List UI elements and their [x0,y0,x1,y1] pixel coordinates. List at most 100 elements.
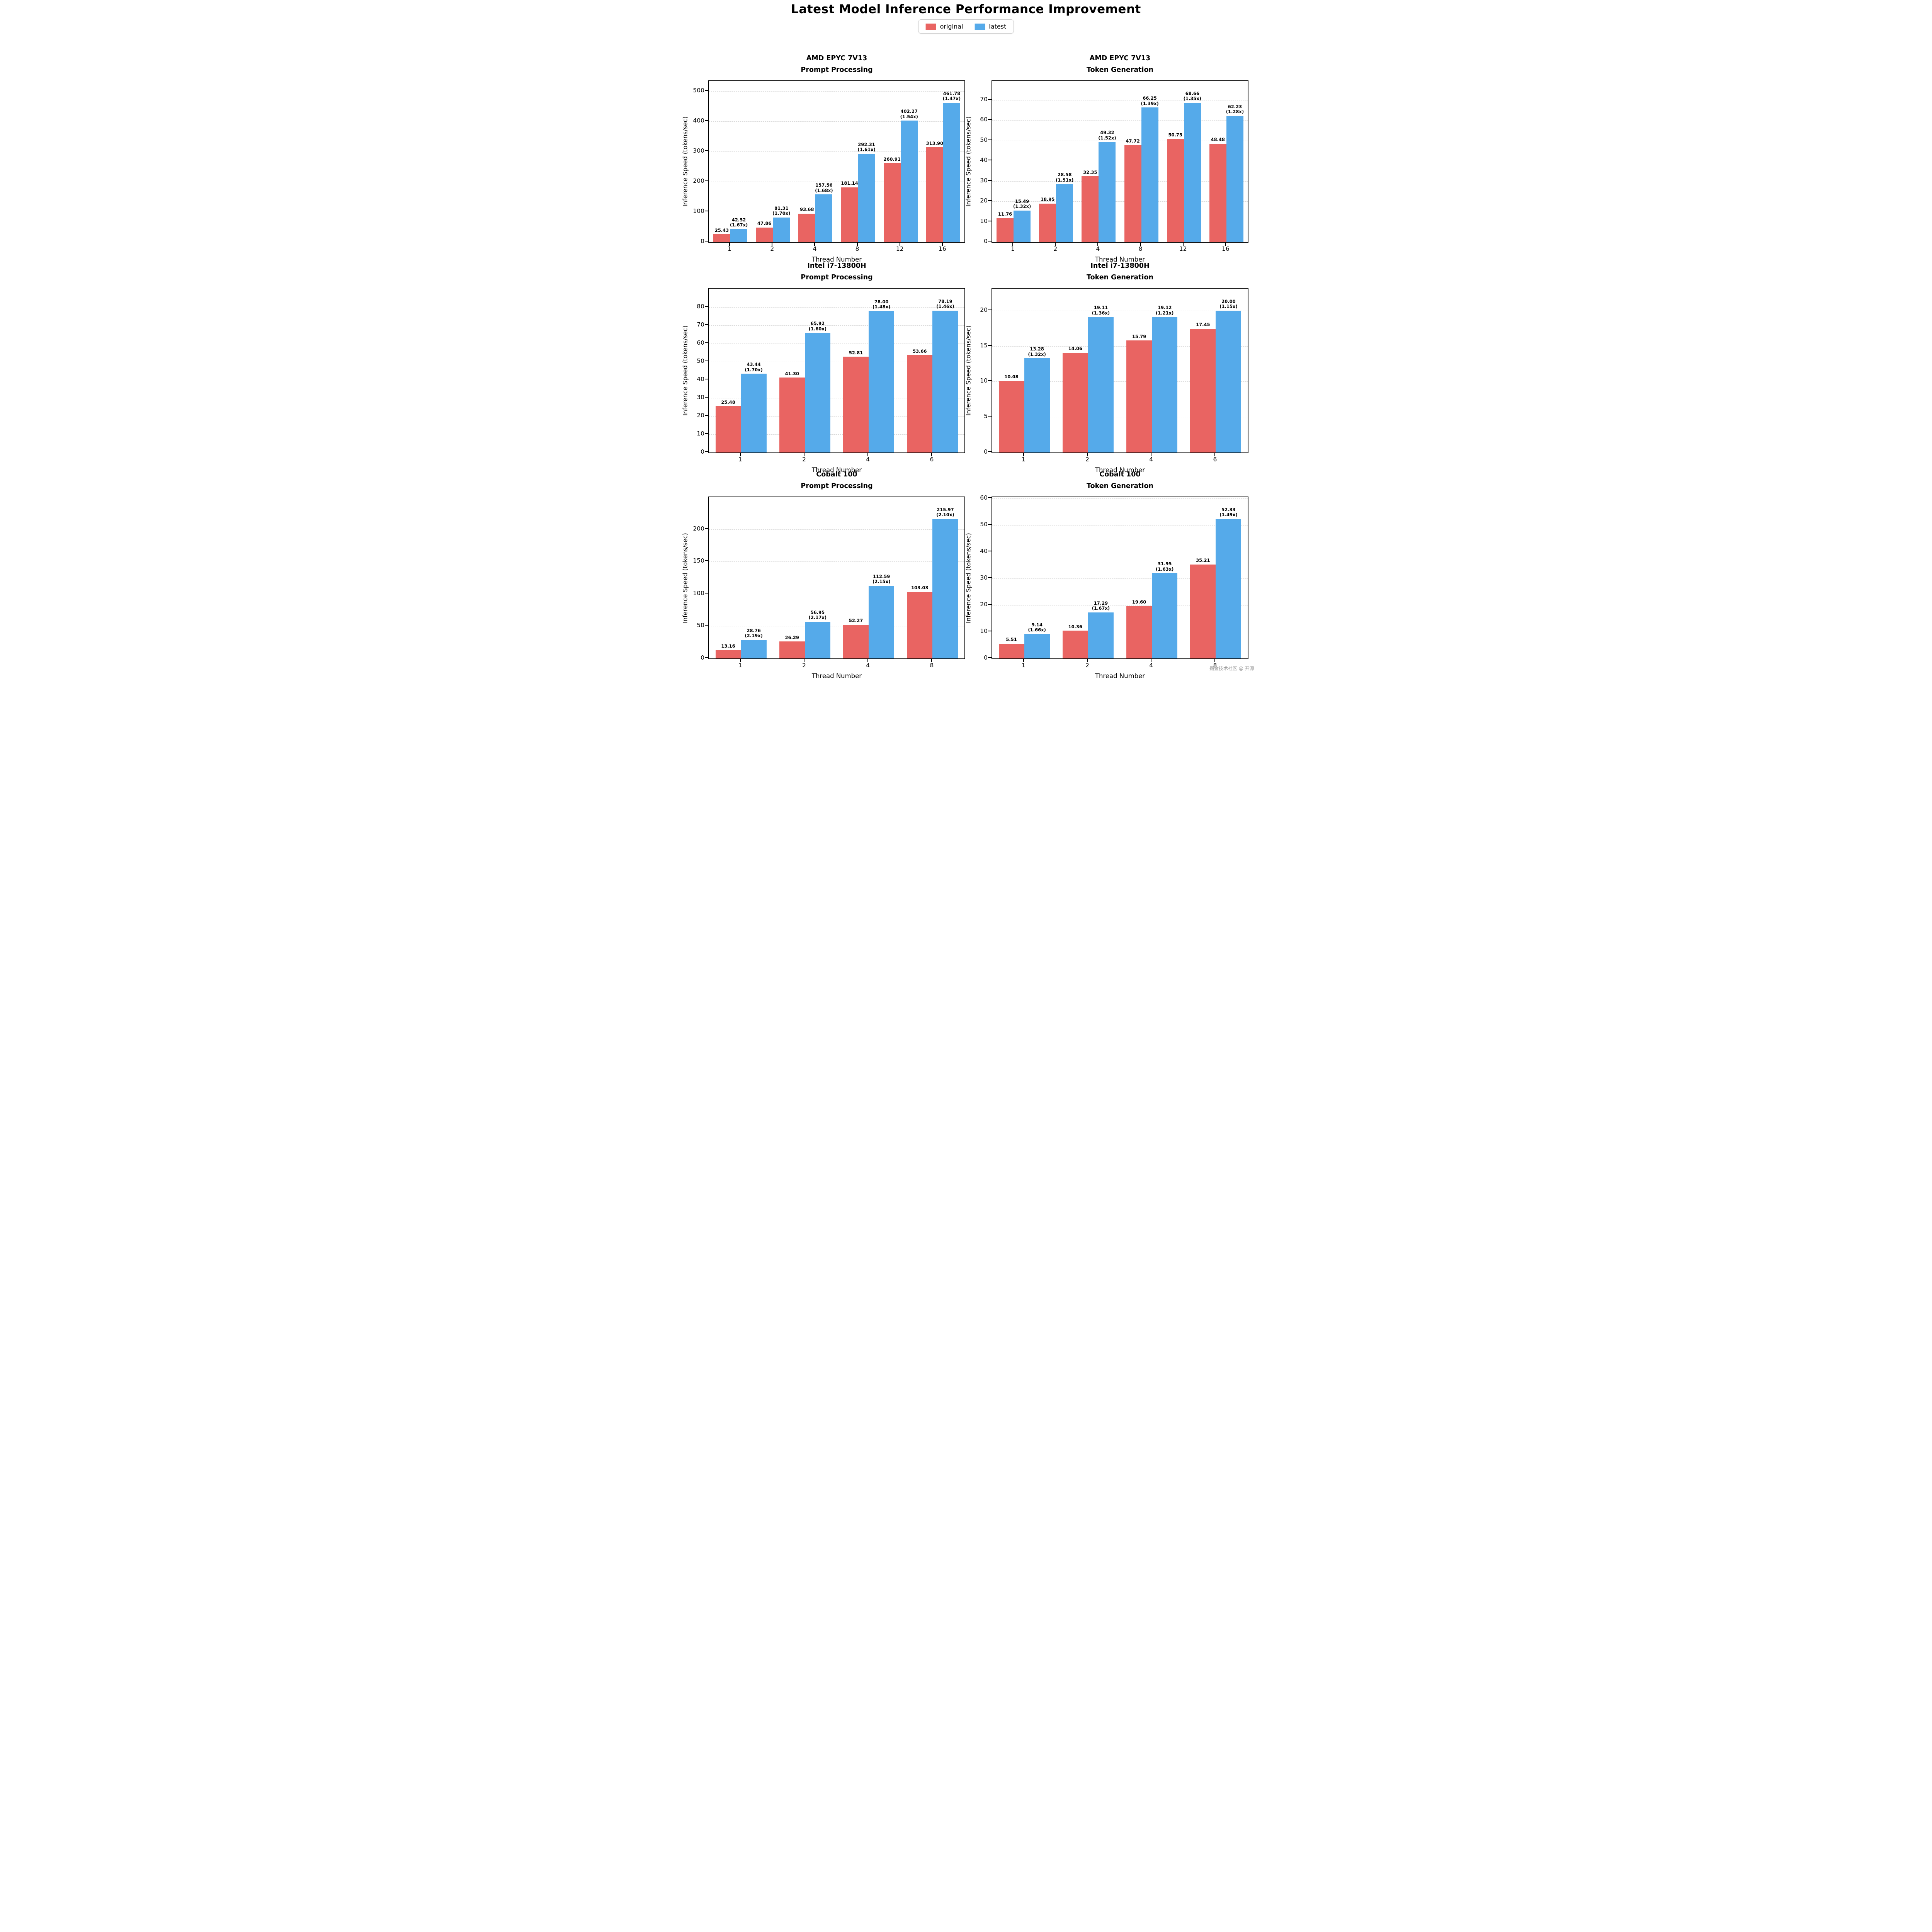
bar-value: 56.95 [810,609,825,615]
y-axis-label: Inference Speed (tokens/sec) [681,325,689,416]
x-tick-label: 8 [1213,662,1217,669]
y-tick-mark [988,119,992,120]
watermark: 掘金技术社区 @ 开源之眼 [1209,666,1254,671]
bar-value: 52.81 [849,350,863,355]
bar-value-label: 10.36 [1068,624,1082,630]
x-tick-mark [1214,659,1216,662]
bar-value-label: 19.11 (1.36x) [1092,305,1110,316]
gridline [992,525,1248,526]
bar-value-label: 17.29 (1.67x) [1092,600,1110,611]
bar-original [1190,564,1216,658]
bar-value-label: 93.68 [800,207,814,213]
y-tick-label: 5 [984,413,988,420]
bar-value: 103.03 [911,585,929,591]
bar-value: 50.75 [1168,132,1182,138]
y-tick-label: 10 [980,377,988,384]
bar-speedup: (1.70x) [772,211,791,216]
y-tick-label: 400 [693,117,704,124]
bar-value: 13.28 [1030,346,1044,352]
chart-title: Cobalt 100 Token Generation [1087,469,1153,492]
y-tick-label: 20 [980,197,988,204]
y-tick-label: 10 [980,627,988,634]
x-tick-label: 2 [1085,456,1089,463]
bar-value-label: 15.49 (1.32x) [1013,199,1031,209]
bar-original [1124,145,1141,242]
x-tick-mark [942,243,943,246]
legend-swatch-original-icon [925,23,936,30]
chart-title: Cobalt 100 Prompt Processing [801,469,872,492]
x-tick-label: 6 [1213,456,1217,463]
x-tick-label: 1 [1011,245,1015,252]
bar-speedup: (1.66x) [1028,627,1046,633]
y-axis-label: Inference Speed (tokens/sec) [964,116,972,207]
y-tick-label: 150 [693,557,704,565]
bar-value-label: 13.16 [721,643,735,649]
chart-title: AMD EPYC 7V13 Token Generation [1087,53,1153,76]
bar-value-label: 35.21 [1196,558,1210,563]
bar-original [998,643,1024,658]
plot-area: 25.48 43.44 (1.70x) 41.30 65.92 (1.60x) 52.81 7… [708,288,965,453]
y-tick-label: 60 [697,339,704,347]
bar-value-label: 41.30 [785,371,799,377]
bar-value-label: 9.14 (1.66x) [1028,622,1046,633]
x-tick-mark [1087,453,1088,456]
bar-value-label: 260.91 [884,156,901,162]
bar-value: 13.16 [721,643,735,649]
bar-value-label: 14.06 [1068,346,1082,352]
bar-speedup: (1.67x) [730,222,748,228]
bar-speedup: (1.48x) [872,304,891,310]
x-tick-mark [1140,243,1141,246]
y-tick-mark [705,120,708,121]
bar-value: 10.36 [1068,624,1083,629]
chart-title-line1: Cobalt 100 [816,471,857,478]
bar-speedup: (2.17x) [808,615,827,621]
bar-value-label: 42.52 (1.67x) [730,217,748,228]
y-tick-mark [988,416,992,417]
page-title: Latest Model Inference Performance Impro… [791,2,1141,16]
bar-original [1039,203,1056,242]
bar-speedup: (2.19x) [745,633,763,639]
bar-original [1082,176,1099,242]
x-tick-label: 4 [1149,662,1153,669]
gridline [992,381,1248,382]
bar-value: 157.56 [815,182,833,188]
y-tick-label: 40 [980,547,988,554]
bar-value: 35.21 [1196,558,1210,563]
legend: original latest [918,19,1014,34]
x-tick-mark [867,453,869,456]
bar-original [907,355,933,452]
x-axis-label: Thread Number [1095,466,1145,474]
legend-label-latest: latest [989,23,1007,30]
x-tick-label: 2 [802,456,806,463]
y-tick-mark [988,99,992,100]
bar-value-label: 48.48 [1211,137,1225,143]
bar-original [756,227,773,242]
y-tick-mark [705,324,708,325]
gridline [709,91,964,92]
bar-value: 15.79 [1132,333,1146,339]
y-tick-label: 40 [697,376,704,383]
bar-latest [1024,634,1050,658]
bar-value-label: 10.08 [1004,374,1018,380]
y-tick-label: 20 [697,412,704,419]
bar-original [1126,340,1152,452]
y-tick-mark [705,433,708,434]
bar-value: 461.78 [943,90,961,96]
y-tick-mark [705,625,708,626]
bar-speedup: (2.10x) [936,512,954,518]
bar-value: 292.31 [858,141,875,147]
y-tick-mark [705,592,708,594]
y-tick-label: 70 [980,95,988,103]
chart-title-line2: Prompt Processing [801,66,873,74]
bar-value: 5.51 [1006,637,1017,643]
chart-panel-intel-token-generation: Intel i7-13800H Token Generation Inferen… [965,262,1248,474]
bar-original [1209,143,1226,242]
y-tick-label: 10 [697,430,704,437]
y-tick-mark [988,380,992,381]
bar-value-label: 28.58 (1.51x) [1056,172,1073,183]
bar-value: 215.97 [937,507,954,512]
bar-value-label: 5.51 [1006,637,1017,643]
x-tick-mark [740,453,741,456]
bar-value: 28.58 [1058,172,1072,178]
bar-value: 31.95 [1157,561,1172,567]
